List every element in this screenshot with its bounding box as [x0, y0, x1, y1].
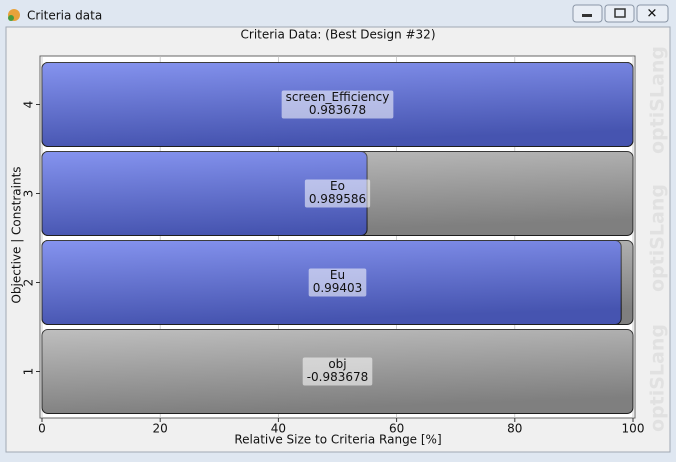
y-tick-label: 1 — [22, 368, 36, 376]
criterion-name: obj — [328, 357, 346, 371]
maximize-button[interactable] — [604, 4, 635, 23]
chart-title: Criteria Data: (Best Design #32) — [241, 28, 436, 42]
minimize-button[interactable] — [572, 4, 603, 23]
watermark: optiSLang — [647, 46, 669, 154]
window-buttons: ✕ — [572, 4, 669, 23]
x-tick-label: 60 — [389, 422, 404, 436]
x-tick-label: 20 — [153, 422, 168, 436]
criterion-name: Eo — [330, 179, 345, 193]
x-tick-label: 40 — [271, 422, 286, 436]
label-box — [281, 90, 394, 119]
x-tick-label: 0 — [38, 422, 46, 436]
label-box — [304, 179, 371, 208]
label-box — [308, 268, 367, 297]
maximize-icon — [614, 8, 626, 18]
x-axis-label: Relative Size to Criteria Range [%] — [234, 433, 441, 447]
y-tick-label: 3 — [22, 190, 36, 198]
criterion-value: 0.989586 — [309, 192, 366, 206]
criterion-name: Eu — [330, 268, 345, 282]
y-tick-label: 4 — [22, 101, 36, 109]
criterion-value: 0.983678 — [309, 103, 366, 117]
watermark: optiSLang — [647, 184, 669, 292]
y-axis-label: Objective | Constraints — [10, 166, 24, 303]
watermark: optiSLang — [647, 324, 669, 432]
criterion-value: -0.983678 — [307, 370, 369, 384]
app-icon-dot — [8, 15, 14, 21]
x-tick-label: 80 — [507, 422, 522, 436]
y-tick-label: 2 — [22, 279, 36, 287]
x-tick-label: 100 — [622, 422, 645, 436]
minimize-icon — [582, 14, 592, 17]
window-title: Criteria data — [27, 9, 102, 23]
criterion-value: 0.99403 — [313, 281, 363, 295]
criterion-name: screen_Efficiency — [286, 90, 390, 104]
close-button[interactable] — [636, 4, 669, 23]
close-icon: ✕ — [647, 7, 658, 22]
label-box — [302, 357, 373, 386]
